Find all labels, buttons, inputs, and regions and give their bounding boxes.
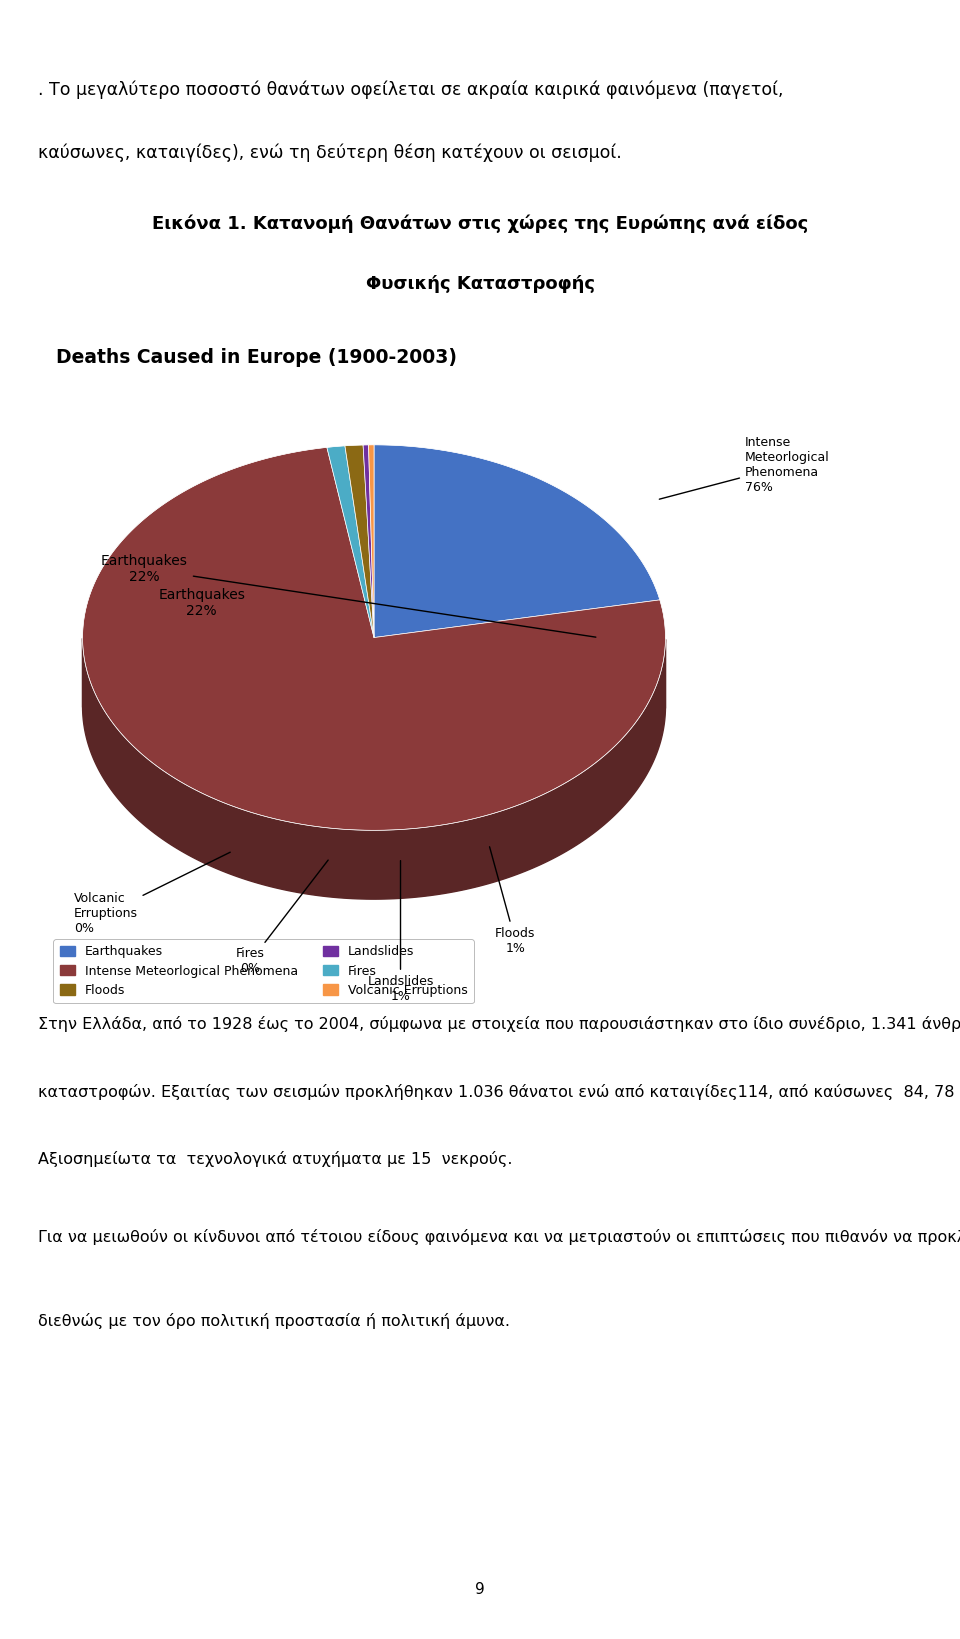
Polygon shape xyxy=(345,444,374,638)
Text: . Το μεγαλύτερο ποσοστό θανάτων οφείλεται σε ακραία καιρικά φαινόμενα (παγετοί,: . Το μεγαλύτερο ποσοστό θανάτων οφείλετα… xyxy=(38,80,784,98)
Polygon shape xyxy=(327,446,374,638)
Polygon shape xyxy=(363,444,374,638)
Polygon shape xyxy=(374,638,665,708)
Text: Earthquakes
22%: Earthquakes 22% xyxy=(101,554,596,638)
Polygon shape xyxy=(374,444,660,638)
Text: Earthquakes
22%: Earthquakes 22% xyxy=(158,588,245,618)
Polygon shape xyxy=(83,638,374,708)
Text: Στην Ελλάδα, από το 1928 έως το 2004, σύμφωνα με στοιχεία που παρουσιάστηκαν στο: Στην Ελλάδα, από το 1928 έως το 2004, σύ… xyxy=(38,1016,960,1033)
Polygon shape xyxy=(83,639,665,900)
Text: Εικόνα 1. Κατανομή Θανάτων στις χώρες της Ευρώπης ανά είδος: Εικόνα 1. Κατανομή Θανάτων στις χώρες τη… xyxy=(152,215,808,233)
Text: Landslides
1%: Landslides 1% xyxy=(368,860,434,1003)
Text: καύσωνες, καταιγίδες), ενώ τη δεύτερη θέση κατέχουν οι σεισμοί.: καύσωνες, καταιγίδες), ενώ τη δεύτερη θέ… xyxy=(38,144,622,162)
Text: Fires
0%: Fires 0% xyxy=(236,860,328,975)
Text: Floods
1%: Floods 1% xyxy=(490,847,536,954)
Ellipse shape xyxy=(83,513,665,900)
Legend: Earthquakes, Intense Meteorlogical Phenomena, Floods, Landslides, Fires, Volcani: Earthquakes, Intense Meteorlogical Pheno… xyxy=(54,939,474,1003)
Text: καταστροφών. Εξαιτίας των σεισμών προκλήθηκαν 1.036 θάνατοι ενώ από καταιγίδες11: καταστροφών. Εξαιτίας των σεισμών προκλή… xyxy=(38,1083,960,1100)
Polygon shape xyxy=(83,447,665,831)
Text: Αξιοσημείωτα τα  τεχνολογικά ατυχήματα με 15  νεκρούς.: Αξιοσημείωτα τα τεχνολογικά ατυχήματα με… xyxy=(38,1151,513,1167)
Text: διεθνώς με τον όρο πολιτική προστασία ή πολιτική άμυνα.: διεθνώς με τον όρο πολιτική προστασία ή … xyxy=(38,1313,511,1329)
Text: Deaths Caused in Europe (1900-2003): Deaths Caused in Europe (1900-2003) xyxy=(56,349,457,367)
Text: 9: 9 xyxy=(475,1582,485,1598)
Text: Για να μειωθούν οι κίνδυνοι από τέτοιου είδους φαινόμενα και να μετριαστούν οι ε: Για να μειωθούν οι κίνδυνοι από τέτοιου … xyxy=(38,1229,960,1246)
Text: Volcanic
Erruptions
0%: Volcanic Erruptions 0% xyxy=(74,852,230,936)
Text: Intense
Meteorlogical
Phenomena
76%: Intense Meteorlogical Phenomena 76% xyxy=(660,436,829,500)
Polygon shape xyxy=(369,444,374,638)
Text: Φυσικής Καταστροφής: Φυσικής Καταστροφής xyxy=(366,275,594,293)
